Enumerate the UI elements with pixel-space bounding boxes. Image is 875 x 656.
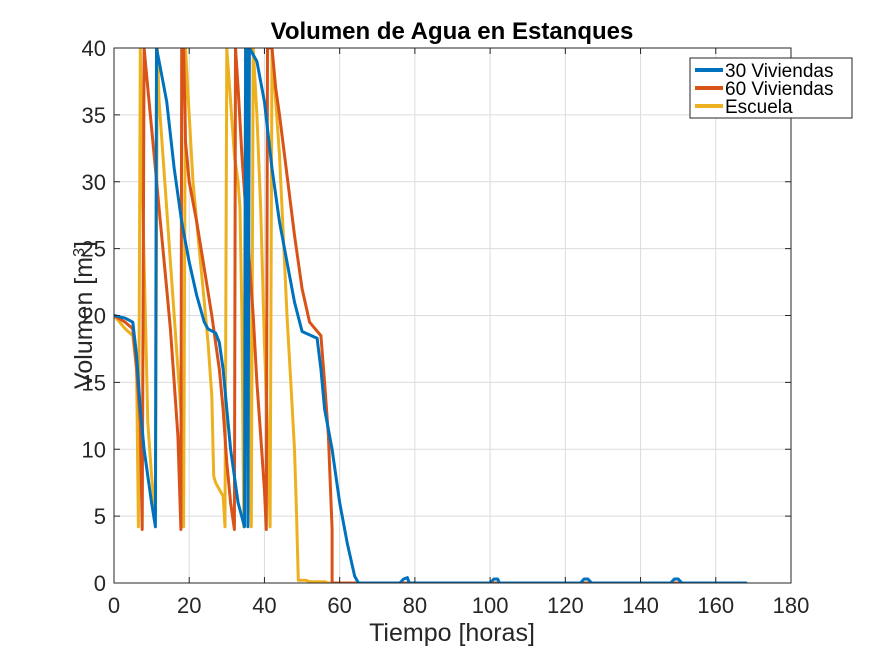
- x-tick-label: 0: [108, 593, 120, 618]
- legend-label-60-viviendas: 60 Viviendas: [725, 79, 833, 100]
- tick-layer: [113, 47, 792, 584]
- y-tick-label: 40: [82, 36, 106, 61]
- x-tick-label: 160: [697, 593, 734, 618]
- y-tick-labels: 0 5 10 15 20 25 30 35 40: [82, 36, 106, 596]
- x-tick-label: 140: [622, 593, 659, 618]
- y-tick-label: 30: [82, 170, 106, 195]
- y-axis-label-close: ]: [70, 241, 98, 248]
- x-tick-label: 120: [547, 593, 584, 618]
- y-tick-label: 25: [82, 237, 106, 262]
- y-axis-label-superscript: 3: [71, 248, 88, 257]
- y-tick-label: 20: [82, 304, 106, 329]
- series-line-escuela: [114, 48, 748, 583]
- y-axis-label: Volumen [m3]: [70, 241, 98, 389]
- x-tick-label: 100: [472, 593, 509, 618]
- x-axis-label: Tiempo [horas]: [369, 619, 535, 647]
- legend-label-escuela: Escuela: [725, 97, 793, 118]
- y-tick-label: 10: [82, 437, 106, 462]
- x-tick-label: 20: [177, 593, 201, 618]
- y-tick-label: 35: [82, 103, 106, 128]
- y-tick-label: 0: [94, 571, 106, 596]
- legend-label-30-viviendas: 30 Viviendas: [725, 61, 833, 82]
- x-tick-label: 40: [252, 593, 276, 618]
- series-line-30-viviendas: [114, 48, 748, 583]
- x-tick-label: 60: [327, 593, 351, 618]
- y-tick-label: 5: [94, 504, 106, 529]
- series-layer: [114, 48, 748, 583]
- x-tick-label: 80: [403, 593, 427, 618]
- legend: 30 Viviendas 60 Viviendas Escuela: [689, 57, 853, 119]
- x-tick-labels: 0 20 40 60 80 100 120 140 160 180: [108, 593, 809, 618]
- x-tick-label: 180: [773, 593, 810, 618]
- chart-title: Volumen de Agua en Estanques: [271, 18, 634, 45]
- y-tick-label: 15: [82, 370, 106, 395]
- y-axis-label-main: Volumen [m: [70, 257, 98, 389]
